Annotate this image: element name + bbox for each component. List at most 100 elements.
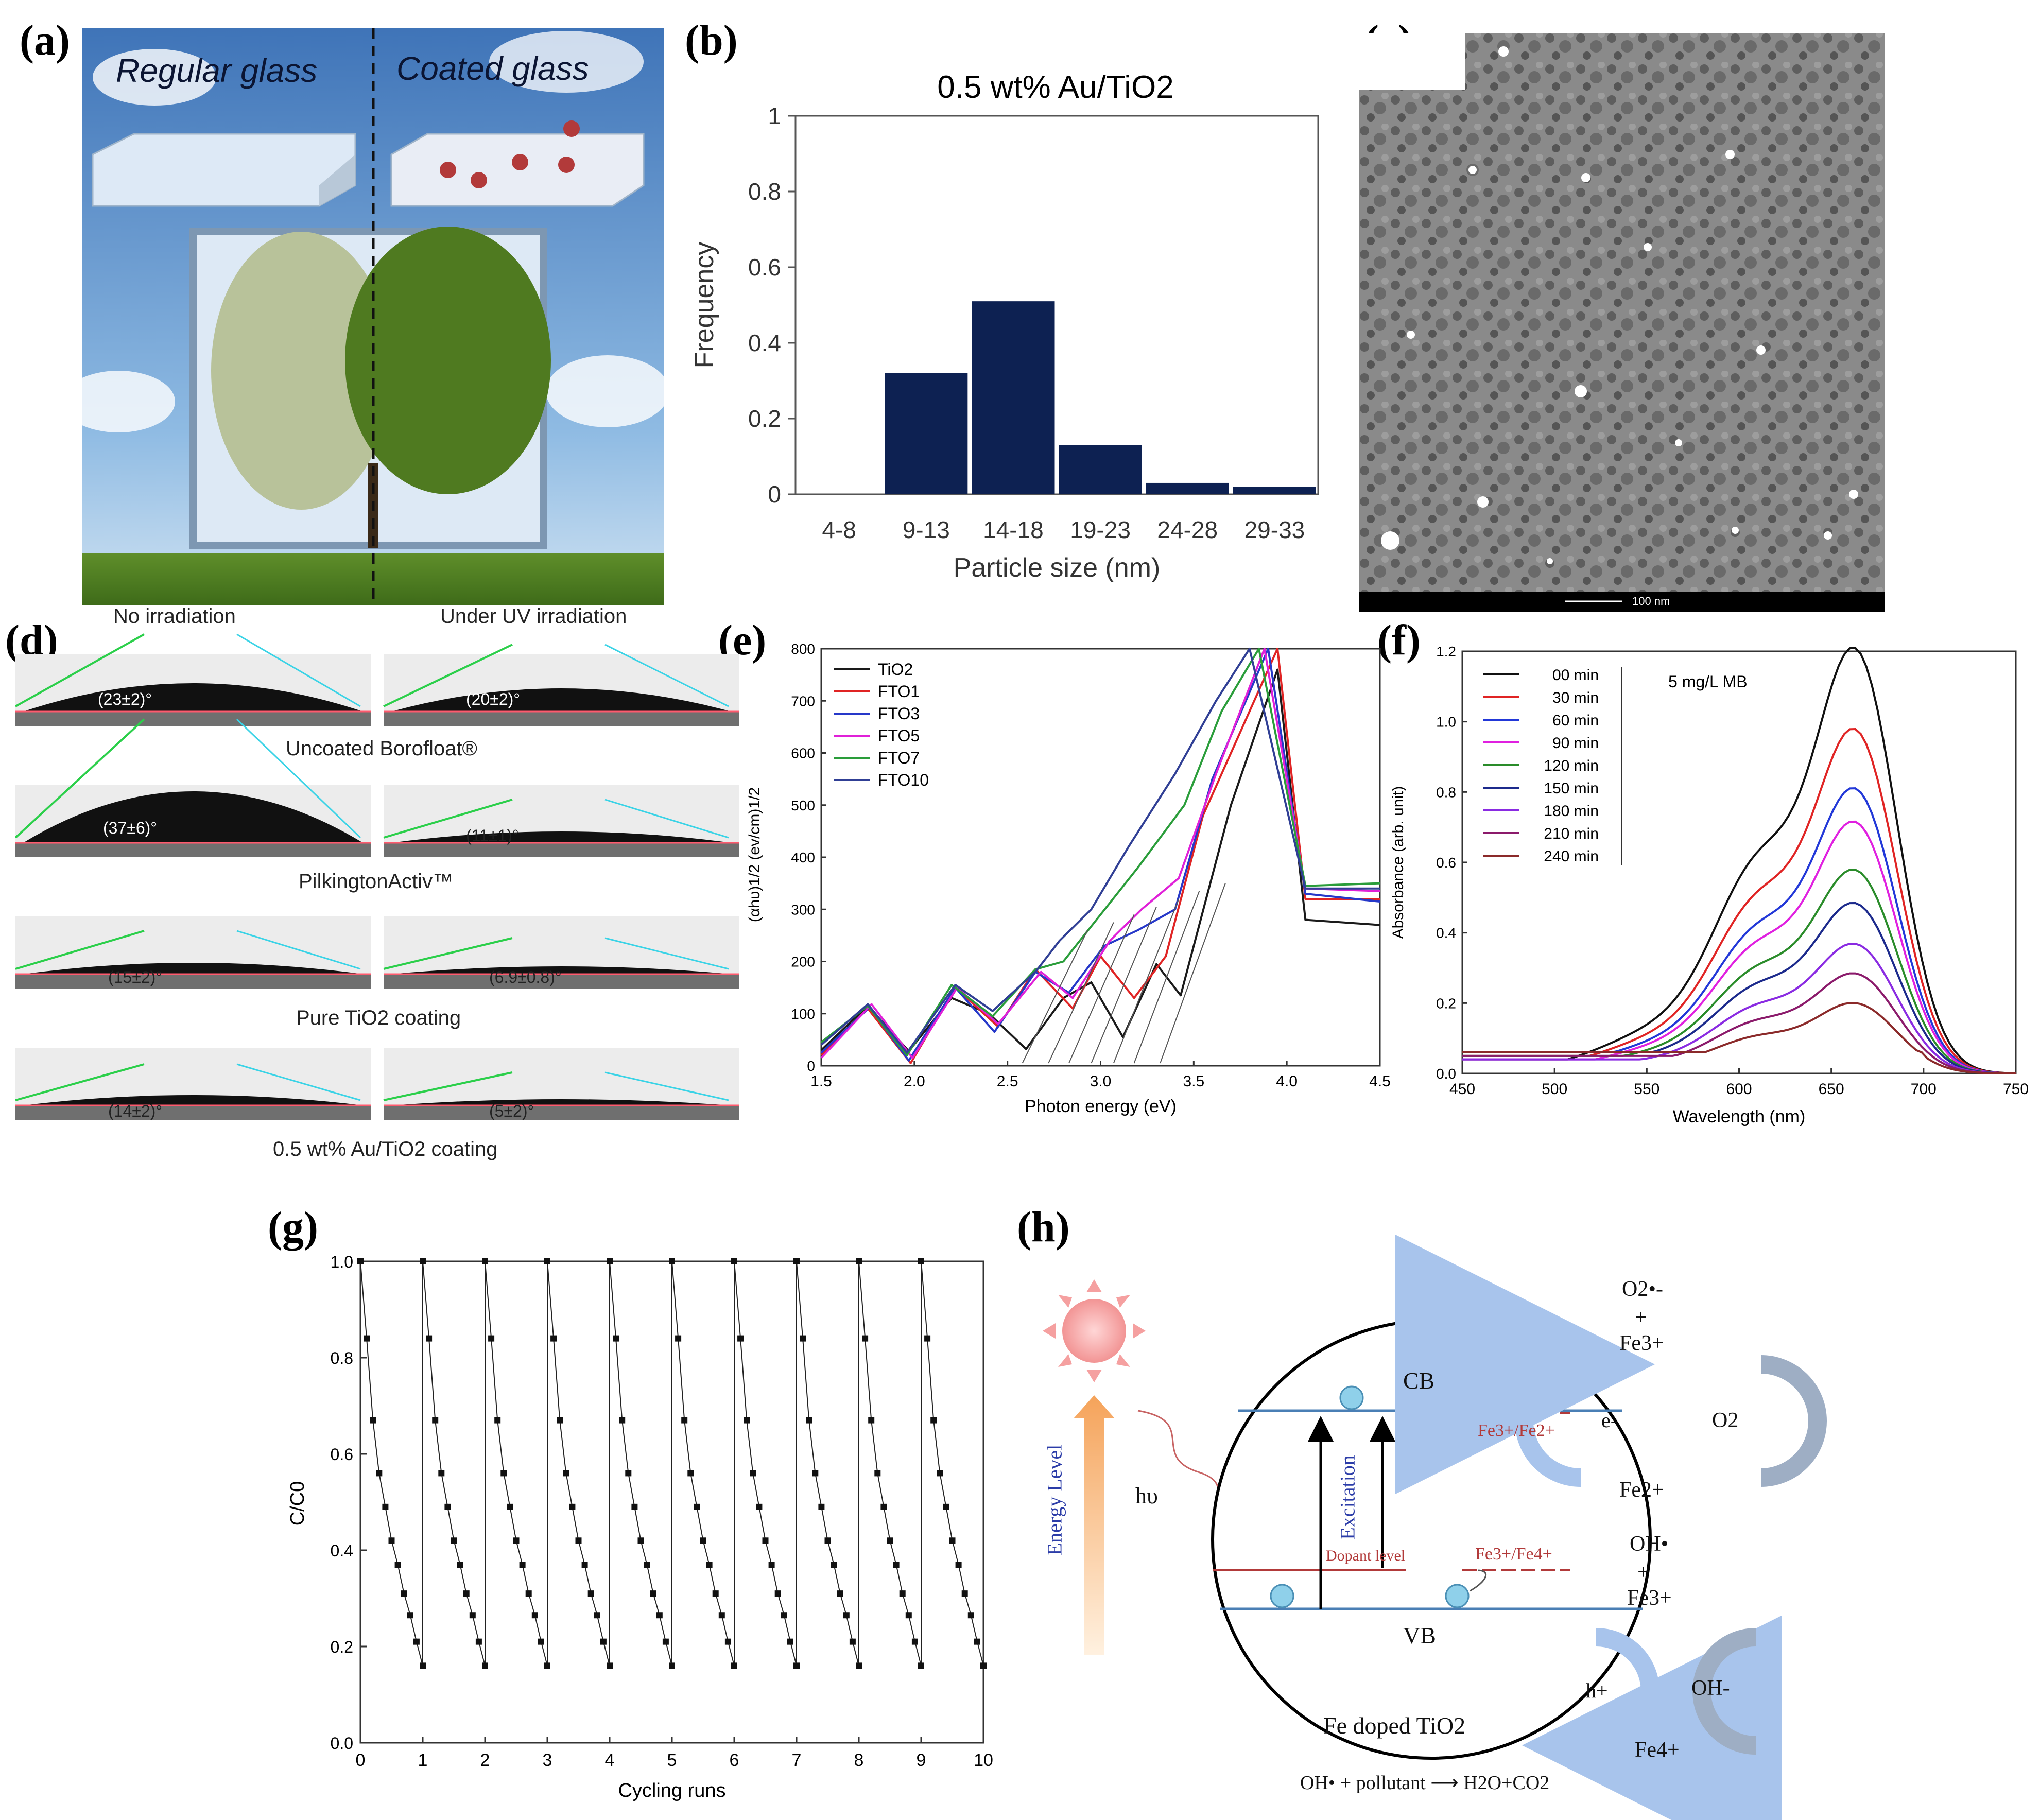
g-point — [967, 1612, 974, 1619]
g-point — [856, 1662, 862, 1669]
g-point — [924, 1335, 931, 1342]
b-ytick-label: 0 — [768, 481, 781, 508]
g-point — [469, 1612, 476, 1619]
d-substrate — [15, 1105, 371, 1120]
b-category-label: 14-18 — [983, 516, 1044, 543]
g-point — [793, 1258, 800, 1264]
g-point — [482, 1258, 488, 1264]
b-plot-frame — [794, 115, 1319, 495]
b-bar — [1233, 487, 1316, 494]
e-ytick-label: 500 — [791, 798, 815, 813]
b-ytick-label: 1 — [768, 102, 781, 129]
d-droplet — [23, 1095, 363, 1105]
g-point — [531, 1612, 538, 1619]
g-point — [426, 1335, 433, 1342]
g-point — [930, 1417, 937, 1424]
b-ytick-label: 0.2 — [748, 405, 781, 432]
f-series-line — [1462, 943, 2016, 1074]
d-tile — [384, 785, 739, 857]
g-point — [943, 1503, 949, 1510]
g-point — [482, 1258, 488, 1264]
angle-r2-uv: (11±1)° — [466, 826, 519, 845]
g-point — [607, 1258, 613, 1264]
b-category-label: 24-28 — [1157, 516, 1218, 543]
e-ytick-label: 300 — [791, 902, 815, 917]
g-point — [700, 1537, 706, 1544]
f-xtick-label: 450 — [1449, 1081, 1475, 1098]
e-legend-label: FTO1 — [878, 682, 920, 701]
g-point — [874, 1470, 881, 1477]
panel-label-e: (e) — [718, 616, 767, 664]
g-point — [420, 1258, 426, 1264]
d-droplet — [391, 831, 731, 843]
e-xtick-label: 3.5 — [1183, 1073, 1204, 1090]
f-xtick-label: 500 — [1542, 1081, 1567, 1098]
g-xtick-label: 2 — [480, 1750, 490, 1770]
g-point — [837, 1590, 843, 1597]
g-ytick-label: 1.0 — [331, 1253, 353, 1271]
g-point — [905, 1612, 912, 1619]
electron-cycle-label: e- — [1601, 1409, 1618, 1432]
g-point — [637, 1537, 644, 1544]
d-tile — [384, 1048, 739, 1120]
d-tangent-right — [604, 937, 729, 970]
angle-r1-uv: (20±2)° — [466, 690, 521, 708]
f-series-line — [1462, 728, 2016, 1074]
g-point — [594, 1612, 600, 1619]
row-label-pure-tio2: Pure TiO2 coating — [296, 1007, 461, 1029]
g-point — [843, 1612, 850, 1619]
f-legend-label: 210 min — [1544, 825, 1599, 842]
plus-bottom: + — [1637, 1561, 1650, 1584]
b-bar — [1059, 445, 1142, 494]
b-bar — [1146, 482, 1229, 494]
f-xtick-label: 750 — [2003, 1081, 2029, 1098]
g-point — [980, 1662, 987, 1669]
d-substrate — [15, 712, 371, 726]
g-point — [444, 1503, 451, 1510]
o2-label: O2 — [1712, 1409, 1739, 1432]
vb-label: VB — [1403, 1622, 1436, 1649]
g-point — [706, 1562, 713, 1568]
f-ytick-label: 1.2 — [1436, 644, 1456, 660]
f-xtick-label: 550 — [1634, 1081, 1659, 1098]
b-category-label: 9-13 — [903, 516, 950, 543]
e-legend-label: FTO3 — [878, 704, 920, 723]
f-legend-label: 60 min — [1552, 712, 1599, 729]
g-point — [937, 1470, 943, 1477]
g-xtick-label: 10 — [974, 1750, 993, 1770]
angle-r2-no: (37±6)° — [103, 819, 158, 837]
b-bar — [972, 301, 1055, 494]
coated-glass-title: Coated glass — [396, 50, 589, 87]
f-legend-label: 90 min — [1552, 735, 1599, 752]
fe3-bottom-label: Fe3+ — [1627, 1586, 1672, 1610]
f-ytick-label: 0.2 — [1436, 995, 1456, 1011]
e-plot-frame — [820, 648, 1381, 1067]
g-point — [793, 1662, 800, 1669]
f-legend-label: 150 min — [1544, 780, 1599, 797]
e-xtick-label: 4.0 — [1276, 1073, 1298, 1090]
f-annotation: 5 mg/L MB — [1668, 672, 1748, 691]
f-plot-frame — [1461, 650, 2017, 1074]
e-tangent-line — [1091, 906, 1157, 1064]
reaction-equation: OH• + pollutant ⟶ H2O+CO2 — [1300, 1772, 1550, 1794]
b-category-label: 4-8 — [822, 516, 856, 543]
panel-label-g: (g) — [268, 1203, 318, 1251]
hydroxide-label: OH- — [1691, 1676, 1730, 1700]
b-ytick-label: 0.4 — [748, 330, 781, 356]
f-series-line — [1462, 647, 2016, 1074]
d-tangent-right — [236, 1063, 361, 1101]
d-tile — [15, 785, 371, 857]
g-point — [475, 1638, 482, 1645]
g-point — [432, 1417, 439, 1424]
g-point — [557, 1417, 563, 1424]
energy-level-label: Energy Level — [1043, 1444, 1066, 1556]
g-point — [550, 1335, 557, 1342]
g-point — [974, 1638, 980, 1645]
d-tile — [15, 1048, 371, 1120]
e-xlabel: Photon energy (eV) — [1025, 1097, 1177, 1116]
e-tangent-line — [1022, 930, 1088, 1064]
